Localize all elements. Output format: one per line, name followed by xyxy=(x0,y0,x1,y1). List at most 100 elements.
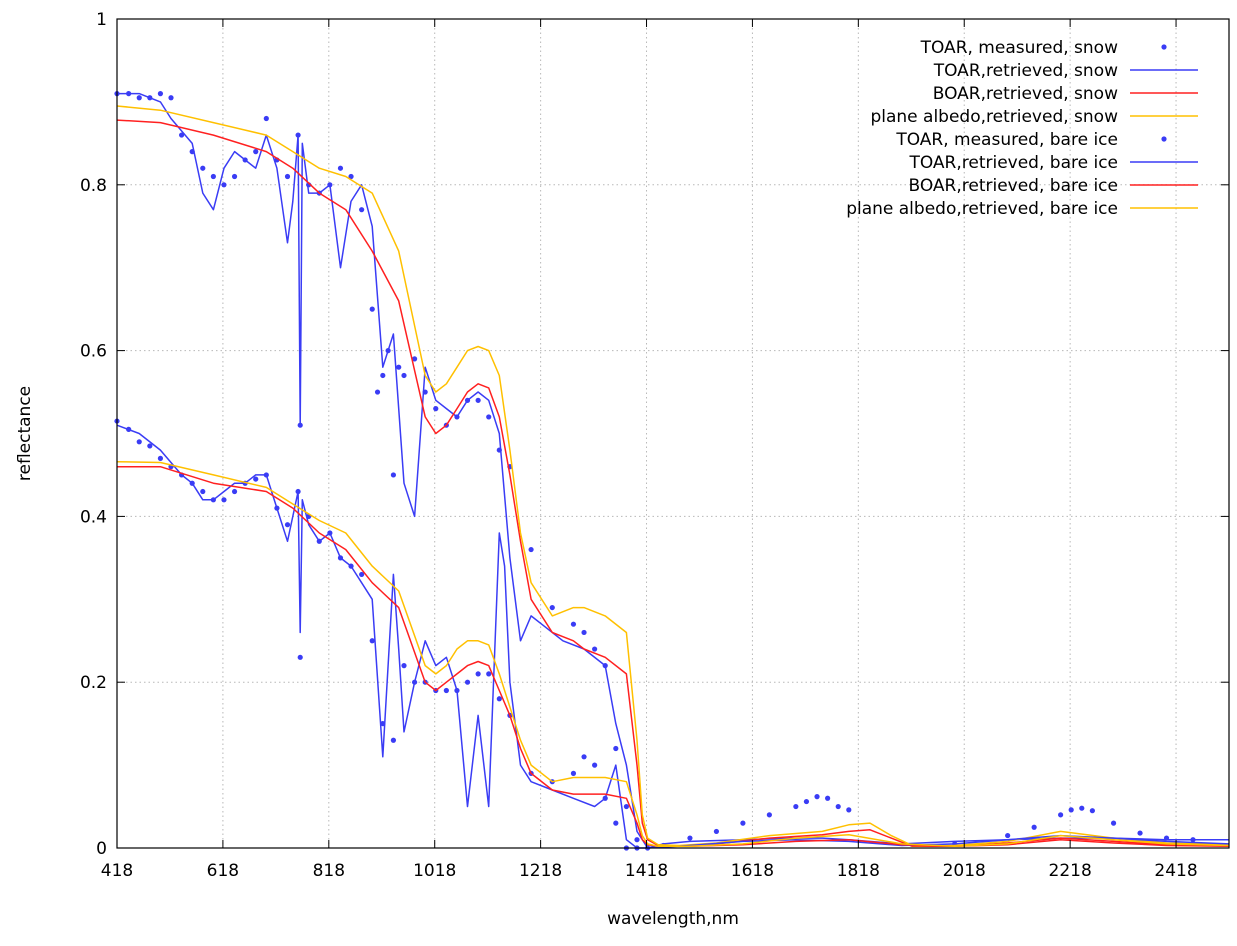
data-point xyxy=(443,687,449,694)
y-tick-label: 0.2 xyxy=(80,673,107,693)
data-point xyxy=(623,803,630,810)
legend: TOAR, measured, snow TOAR,retrieved, snow… xyxy=(846,38,1198,219)
data-point xyxy=(157,455,164,461)
data-point xyxy=(297,654,303,660)
y-tick-label: 0 xyxy=(96,839,107,859)
data-point xyxy=(613,820,619,826)
data-point xyxy=(374,389,381,395)
data-point xyxy=(846,807,852,813)
legend-swatch-point xyxy=(1161,136,1167,142)
data-point xyxy=(179,132,185,138)
legend-label: plane albedo,retrieved, snow xyxy=(870,107,1118,127)
data-point xyxy=(740,820,746,826)
data-point xyxy=(1068,807,1074,813)
data-point xyxy=(1137,830,1143,836)
data-point xyxy=(814,794,820,800)
y-tick-label: 0.8 xyxy=(80,176,107,196)
data-point xyxy=(528,546,534,553)
data-point xyxy=(592,646,598,652)
data-point xyxy=(396,364,402,370)
x-tick-label: 1018 xyxy=(413,861,456,881)
x-tick-label: 1618 xyxy=(731,861,774,881)
data-point xyxy=(253,476,259,482)
data-point xyxy=(433,406,439,412)
series-line xyxy=(116,460,1230,848)
x-tick-label: 2218 xyxy=(1049,861,1092,881)
x-tick-label: 1818 xyxy=(837,861,880,881)
data-point xyxy=(359,207,365,213)
data-point xyxy=(147,443,153,449)
data-point xyxy=(549,604,555,611)
y-axis-label: reflectance xyxy=(15,386,35,481)
data-point xyxy=(496,696,502,702)
data-point xyxy=(359,571,365,578)
data-point xyxy=(1079,805,1085,811)
data-point xyxy=(369,306,375,312)
data-point xyxy=(284,522,291,528)
series-6 xyxy=(117,465,1230,848)
legend-swatch-point xyxy=(1161,44,1167,50)
data-point xyxy=(390,472,397,478)
series-line xyxy=(116,105,1230,847)
data-point xyxy=(835,803,841,810)
data-point xyxy=(284,173,291,180)
data-point xyxy=(231,173,238,180)
data-point xyxy=(337,165,344,171)
data-point xyxy=(221,497,227,503)
data-point xyxy=(411,356,418,362)
legend-label: TOAR,retrieved, bare ice xyxy=(908,153,1118,173)
x-tick-label: 418 xyxy=(101,861,133,881)
data-point xyxy=(803,798,810,805)
data-point xyxy=(486,414,492,420)
data-point xyxy=(634,837,640,843)
x-tick-label: 818 xyxy=(313,861,345,881)
data-point xyxy=(713,828,720,835)
data-point xyxy=(613,745,619,752)
data-point xyxy=(380,372,386,379)
data-point xyxy=(570,770,577,776)
data-point xyxy=(581,629,587,636)
plot-frame xyxy=(116,18,1230,849)
x-tick-label: 1418 xyxy=(625,861,668,881)
data-point xyxy=(793,803,799,810)
series-7 xyxy=(116,460,1230,848)
data-point xyxy=(592,762,598,768)
data-point xyxy=(210,173,216,180)
data-point xyxy=(1110,820,1117,826)
x-tick-label: 2418 xyxy=(1154,861,1197,881)
series-3 xyxy=(116,105,1230,847)
data-point xyxy=(570,621,577,627)
x-axis-label: wavelength,nm xyxy=(607,909,739,929)
data-point xyxy=(200,165,206,171)
series-2 xyxy=(116,119,1230,848)
data-point xyxy=(231,488,238,495)
data-point xyxy=(1005,832,1011,839)
legend-label: TOAR, measured, bare ice xyxy=(895,130,1118,150)
x-tick-label: 618 xyxy=(207,861,239,881)
legend-label: TOAR,retrieved, snow xyxy=(933,61,1118,81)
data-point xyxy=(136,439,142,445)
y-axis: 0 0.2 0.4 0.6 0.8 1 xyxy=(80,10,1229,859)
legend-label: plane albedo,retrieved, bare ice xyxy=(846,199,1118,219)
data-point xyxy=(1058,812,1064,818)
y-tick-label: 0.4 xyxy=(80,507,107,527)
data-point xyxy=(401,372,407,379)
series-4 xyxy=(114,418,640,851)
data-point xyxy=(136,95,142,101)
data-point xyxy=(464,679,471,685)
data-point xyxy=(348,173,354,180)
x-axis: 418 618 818 1018 1218 1418 1618 1818 2018 2218 241… xyxy=(101,19,1198,881)
x-tick-label: 1218 xyxy=(519,861,562,881)
y-tick-label: 0.6 xyxy=(80,342,107,362)
data-point xyxy=(157,91,164,97)
data-point xyxy=(253,149,259,155)
data-point xyxy=(369,638,375,644)
data-point xyxy=(221,182,227,188)
data-point xyxy=(825,795,831,801)
data-point xyxy=(486,671,492,677)
legend-label: BOAR,retrieved, bare ice xyxy=(908,176,1118,196)
data-point xyxy=(475,671,481,677)
data-point xyxy=(687,835,693,841)
data-point xyxy=(1089,808,1095,814)
